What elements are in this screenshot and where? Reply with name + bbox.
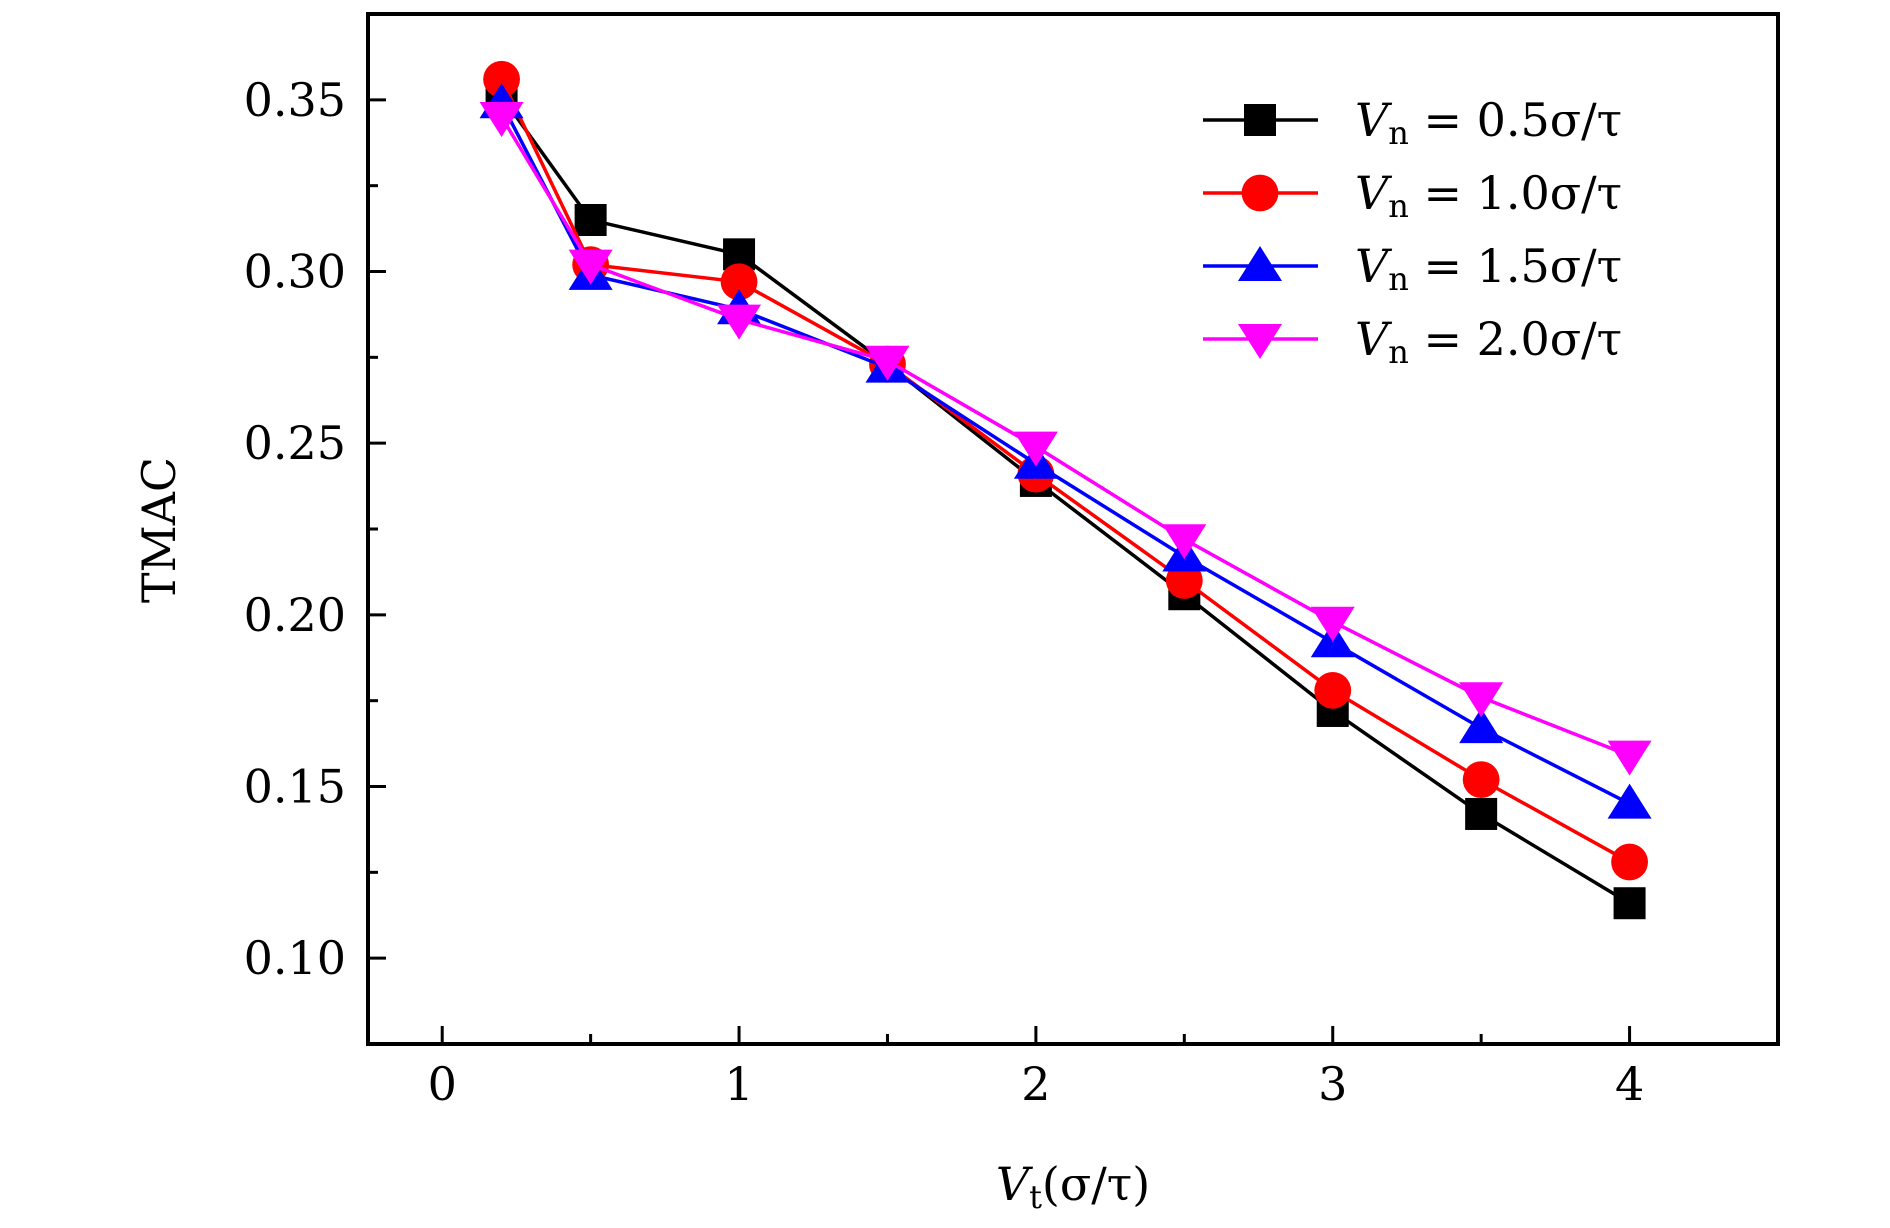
legend-entry-4: Vn = 2.0σ/τ bbox=[1203, 312, 1622, 371]
legend-entry-1: Vn = 0.5σ/τ bbox=[1203, 93, 1622, 152]
series-4 bbox=[479, 102, 1652, 776]
x-tick-label: 1 bbox=[724, 1057, 753, 1111]
x-axis-title-var: V bbox=[996, 1157, 1034, 1211]
legend-entry-3: Vn = 1.5σ/τ bbox=[1203, 239, 1622, 298]
legend-label: Vn = 2.0σ/τ bbox=[1355, 312, 1622, 371]
y-tick-label: 0.15 bbox=[244, 760, 346, 814]
legend-marker bbox=[1238, 324, 1282, 359]
data-point bbox=[1459, 708, 1504, 744]
data-point bbox=[483, 60, 520, 98]
data-point bbox=[720, 263, 758, 301]
y-tick-label: 0.35 bbox=[244, 73, 346, 127]
x-tick-label: 3 bbox=[1318, 1057, 1347, 1111]
legend-marker bbox=[1241, 174, 1279, 212]
y-axis-title: TMAC bbox=[132, 457, 186, 603]
legend-marker bbox=[1244, 104, 1276, 136]
data-point bbox=[1462, 761, 1500, 799]
y-tick-label: 0.30 bbox=[244, 245, 346, 299]
legend-entry-2: Vn = 1.0σ/τ bbox=[1203, 166, 1622, 225]
data-point bbox=[574, 204, 607, 236]
y-tick-label: 0.10 bbox=[244, 931, 346, 985]
x-tick-label: 0 bbox=[428, 1057, 457, 1111]
y-tick-label: 0.25 bbox=[244, 416, 346, 470]
data-point bbox=[1013, 431, 1058, 467]
legend-label: Vn = 1.5σ/τ bbox=[1355, 239, 1622, 298]
data-point bbox=[1465, 797, 1498, 830]
x-tick-label: 2 bbox=[1021, 1057, 1050, 1111]
data-point bbox=[479, 102, 524, 137]
x-axis-title: Vt(σ/τ) bbox=[996, 1157, 1150, 1216]
data-point bbox=[1607, 740, 1652, 776]
data-point bbox=[1314, 671, 1352, 709]
data-point bbox=[865, 345, 910, 381]
legend-marker bbox=[1238, 246, 1282, 281]
x-axis-title-rest: (σ/τ) bbox=[1042, 1157, 1150, 1211]
plot-frame bbox=[366, 12, 1780, 1046]
data-point bbox=[717, 304, 762, 340]
data-point bbox=[1310, 606, 1355, 642]
data-point bbox=[1607, 783, 1652, 819]
x-tick-label: 4 bbox=[1615, 1057, 1644, 1111]
data-point bbox=[1459, 682, 1504, 718]
data-point bbox=[1611, 843, 1648, 881]
x-axis-title-sub: t bbox=[1029, 1178, 1042, 1216]
data-point bbox=[1613, 887, 1646, 920]
y-tick-label: 0.20 bbox=[244, 588, 346, 642]
data-point bbox=[568, 249, 613, 285]
data-point bbox=[1162, 524, 1207, 560]
legend: Vn = 0.5σ/τ Vn = 1.0σ/τ Vn = 1.5σ/τ Vn = 2.… bbox=[1203, 93, 1622, 371]
legend-label: Vn = 0.5σ/τ bbox=[1355, 93, 1622, 152]
ticks-layer: 0 1 2 3 4 0.10 0.15 0.20 0.25 0.30 0.35 bbox=[244, 73, 1645, 1111]
legend-label: Vn = 1.0σ/τ bbox=[1355, 166, 1622, 225]
series-layer bbox=[479, 60, 1652, 920]
